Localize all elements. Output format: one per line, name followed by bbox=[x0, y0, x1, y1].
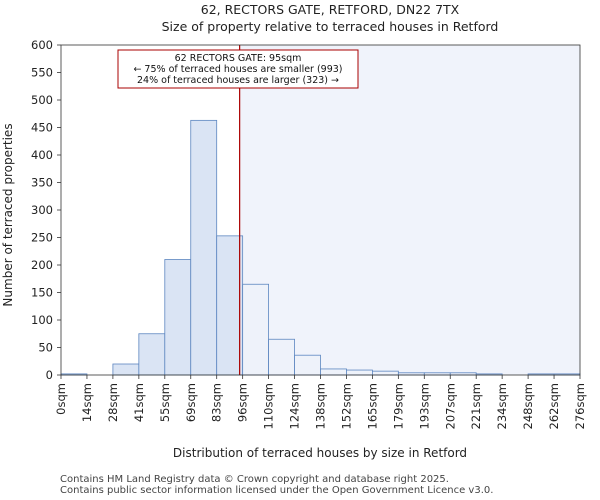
histogram-bar bbox=[242, 283, 269, 376]
y-axis-label: Number of terraced properties bbox=[1, 123, 15, 306]
histogram-bar bbox=[371, 370, 399, 376]
x-tick-label: 207sqm bbox=[443, 383, 457, 429]
y-tick-label: 300 bbox=[31, 203, 53, 217]
plot-area: 0 50 100 150 200 250 300 350 400 450 500 550 600 0sqm… bbox=[31, 38, 587, 429]
y-tick-label: 450 bbox=[31, 121, 53, 135]
annotation-line-2: ← 75% of terraced houses are smaller (99… bbox=[133, 64, 342, 75]
x-tick-label: 138sqm bbox=[314, 383, 328, 429]
histogram-bar bbox=[216, 235, 244, 376]
chart-subtitle: Size of property relative to terraced ho… bbox=[162, 19, 499, 34]
x-tick-label: 179sqm bbox=[391, 383, 405, 429]
histogram-bar bbox=[190, 119, 218, 376]
x-tick-label: 165sqm bbox=[365, 383, 379, 429]
annotation-box bbox=[117, 49, 359, 89]
footer-line-1: Contains HM Land Registry data © Crown c… bbox=[60, 474, 449, 485]
x-tick-label: 83sqm bbox=[210, 383, 224, 422]
histogram-chart: 62, RECTORS GATE, RETFORD, DN22 7TX Size… bbox=[1, 2, 587, 460]
x-tick-label: 69sqm bbox=[184, 383, 198, 422]
annotation-line-3: 24% of terraced houses are larger (323) … bbox=[137, 75, 339, 86]
x-tick-label: 124sqm bbox=[288, 383, 302, 429]
y-tick-label: 500 bbox=[31, 93, 53, 107]
y-tick-label: 250 bbox=[31, 231, 53, 245]
x-tick-label: 0sqm bbox=[54, 383, 68, 415]
histogram-bar bbox=[138, 333, 166, 376]
histogram-bar bbox=[346, 369, 373, 376]
y-tick-label: 600 bbox=[31, 38, 53, 52]
x-tick-label: 193sqm bbox=[417, 383, 431, 429]
y-tick-label: 550 bbox=[31, 66, 53, 80]
y-tick-label: 100 bbox=[31, 313, 53, 327]
x-tick-label: 221sqm bbox=[469, 383, 483, 429]
x-tick-label: 14sqm bbox=[80, 383, 94, 422]
y-tick-label: 150 bbox=[31, 286, 53, 300]
x-tick-label: 110sqm bbox=[262, 383, 276, 429]
y-tick-label: 200 bbox=[31, 258, 53, 272]
x-tick-label: 96sqm bbox=[236, 383, 250, 422]
highlight-region bbox=[239, 45, 581, 375]
y-tick-label: 400 bbox=[31, 148, 53, 162]
histogram-bar bbox=[294, 354, 321, 376]
y-tick-label: 350 bbox=[31, 176, 53, 190]
histogram-bar bbox=[320, 368, 347, 376]
x-tick-label: 234sqm bbox=[495, 383, 509, 429]
x-tick-label: 262sqm bbox=[547, 383, 561, 429]
x-tick-label: 41sqm bbox=[132, 383, 146, 422]
y-tick-label: 0 bbox=[46, 368, 53, 382]
histogram-bar bbox=[164, 259, 192, 376]
histogram-bar bbox=[268, 338, 295, 376]
x-axis-label: Distribution of terraced houses by size … bbox=[173, 446, 467, 460]
chart-title: 62, RECTORS GATE, RETFORD, DN22 7TX bbox=[201, 2, 460, 17]
x-tick-label: 152sqm bbox=[339, 383, 353, 429]
x-tick-label: 276sqm bbox=[573, 383, 587, 429]
x-tick-label: 55sqm bbox=[158, 383, 172, 422]
annotation-line-1: 62 RECTORS GATE: 95sqm bbox=[175, 53, 302, 64]
x-tick-label: 248sqm bbox=[521, 383, 535, 429]
histogram-bar bbox=[112, 363, 140, 376]
y-tick-label: 50 bbox=[38, 341, 53, 355]
x-tick-label: 28sqm bbox=[106, 383, 120, 422]
footer-line-2: Contains public sector information licen… bbox=[60, 485, 494, 496]
